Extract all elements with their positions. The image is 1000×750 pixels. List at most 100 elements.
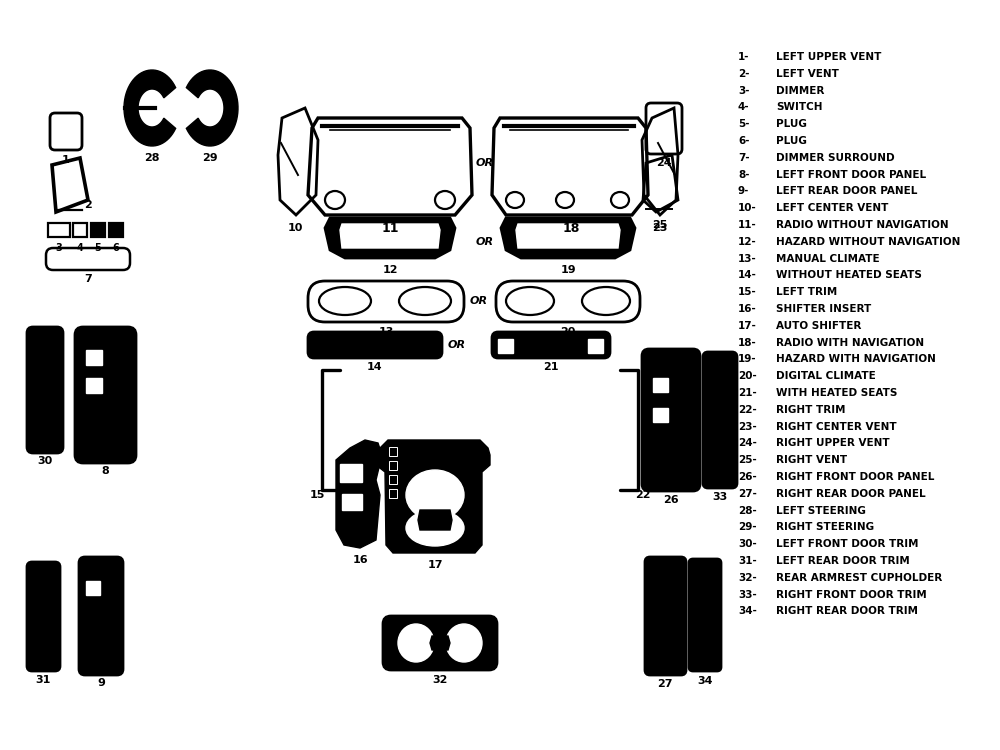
Polygon shape	[325, 218, 455, 258]
Polygon shape	[186, 70, 238, 146]
Text: OR: OR	[470, 296, 488, 306]
Text: DIGITAL CLIMATE: DIGITAL CLIMATE	[776, 371, 876, 381]
FancyBboxPatch shape	[340, 464, 362, 482]
Text: 20-: 20-	[738, 371, 757, 381]
Text: 19: 19	[560, 265, 576, 275]
Text: 2: 2	[84, 200, 92, 210]
Text: 9: 9	[97, 678, 105, 688]
Text: PLUG: PLUG	[776, 119, 807, 129]
Text: OR: OR	[476, 158, 494, 168]
Text: 25: 25	[652, 220, 668, 230]
Text: 7-: 7-	[738, 153, 750, 163]
Text: 16: 16	[352, 555, 368, 565]
Polygon shape	[516, 224, 620, 248]
Text: WITH HEATED SEATS: WITH HEATED SEATS	[776, 388, 897, 398]
FancyBboxPatch shape	[109, 223, 123, 237]
Text: 10: 10	[287, 223, 303, 233]
Text: 33-: 33-	[738, 590, 757, 599]
Polygon shape	[52, 158, 88, 212]
Text: 4-: 4-	[738, 103, 750, 112]
Text: 21: 21	[543, 362, 559, 372]
Text: 4: 4	[77, 243, 83, 253]
Polygon shape	[124, 70, 176, 146]
Text: HAZARD WITH NAVIGATION: HAZARD WITH NAVIGATION	[776, 355, 936, 364]
Text: RADIO WITH NAVIGATION: RADIO WITH NAVIGATION	[776, 338, 924, 347]
Text: 11-: 11-	[738, 220, 757, 230]
Text: HAZARD WITHOUT NAVIGATION: HAZARD WITHOUT NAVIGATION	[776, 237, 960, 247]
Text: 22-: 22-	[738, 405, 757, 415]
Ellipse shape	[398, 624, 434, 662]
FancyBboxPatch shape	[389, 461, 397, 470]
Text: LEFT UPPER VENT: LEFT UPPER VENT	[776, 52, 881, 62]
Text: 19-: 19-	[738, 355, 757, 364]
Text: 8-: 8-	[738, 170, 750, 179]
Text: DIMMER SURROUND: DIMMER SURROUND	[776, 153, 895, 163]
Text: OR: OR	[476, 237, 494, 247]
Polygon shape	[418, 510, 452, 530]
FancyBboxPatch shape	[79, 557, 123, 675]
Text: 6-: 6-	[738, 136, 750, 146]
FancyBboxPatch shape	[498, 339, 513, 353]
Text: 28: 28	[144, 153, 160, 163]
Text: AUTO SHIFTER: AUTO SHIFTER	[776, 321, 861, 331]
Text: SHIFTER INSERT: SHIFTER INSERT	[776, 304, 871, 314]
Text: 3-: 3-	[738, 86, 750, 95]
FancyBboxPatch shape	[653, 378, 668, 392]
Polygon shape	[340, 224, 440, 248]
Text: 10-: 10-	[738, 203, 757, 213]
Text: 32-: 32-	[738, 573, 757, 583]
FancyBboxPatch shape	[91, 223, 105, 237]
Text: 34-: 34-	[738, 607, 757, 616]
Text: 27-: 27-	[738, 489, 757, 499]
Text: 30-: 30-	[738, 539, 757, 549]
Text: 23: 23	[652, 223, 668, 233]
FancyBboxPatch shape	[645, 557, 686, 675]
Text: LEFT TRIM: LEFT TRIM	[776, 287, 837, 297]
Text: 17-: 17-	[738, 321, 757, 331]
Text: 26-: 26-	[738, 472, 757, 482]
Text: DIMMER: DIMMER	[776, 86, 824, 95]
Text: 23-: 23-	[738, 422, 757, 431]
Text: 15: 15	[309, 490, 325, 500]
Text: 26: 26	[663, 495, 679, 505]
Text: 1: 1	[62, 155, 70, 165]
Text: RIGHT TRIM: RIGHT TRIM	[776, 405, 846, 415]
Text: 17: 17	[427, 560, 443, 570]
Text: 32: 32	[432, 675, 448, 685]
Polygon shape	[376, 440, 490, 553]
Text: 24-: 24-	[738, 439, 757, 448]
Text: LEFT CENTER VENT: LEFT CENTER VENT	[776, 203, 888, 213]
Polygon shape	[430, 636, 450, 650]
Text: 14: 14	[367, 362, 383, 372]
Text: 22: 22	[635, 490, 651, 500]
Text: RIGHT UPPER VENT: RIGHT UPPER VENT	[776, 439, 890, 448]
FancyBboxPatch shape	[588, 339, 603, 353]
Text: 24: 24	[656, 158, 672, 168]
Text: 18: 18	[562, 222, 580, 235]
Text: 13: 13	[378, 327, 394, 337]
Text: 21-: 21-	[738, 388, 757, 398]
Text: 31-: 31-	[738, 556, 757, 566]
Text: 6: 6	[113, 243, 119, 253]
Text: 28-: 28-	[738, 506, 757, 515]
Text: 29-: 29-	[738, 523, 757, 532]
Text: 34: 34	[697, 676, 713, 686]
FancyBboxPatch shape	[389, 447, 397, 456]
Text: 27: 27	[657, 679, 673, 689]
Text: OR: OR	[448, 340, 466, 350]
Text: 20: 20	[560, 327, 576, 337]
Text: 2-: 2-	[738, 69, 750, 79]
Text: 3: 3	[56, 243, 62, 253]
Text: RIGHT CENTER VENT: RIGHT CENTER VENT	[776, 422, 897, 431]
Text: 11: 11	[381, 222, 399, 235]
Text: 12: 12	[382, 265, 398, 275]
Text: 9-: 9-	[738, 187, 749, 196]
Text: 8: 8	[101, 466, 109, 476]
Text: RIGHT FRONT DOOR TRIM: RIGHT FRONT DOOR TRIM	[776, 590, 927, 599]
Text: RIGHT VENT: RIGHT VENT	[776, 455, 847, 465]
Polygon shape	[336, 440, 382, 548]
Text: LEFT FRONT DOOR TRIM: LEFT FRONT DOOR TRIM	[776, 539, 918, 549]
FancyBboxPatch shape	[492, 332, 610, 358]
Text: 29: 29	[202, 153, 218, 163]
Text: MANUAL CLIMATE: MANUAL CLIMATE	[776, 254, 880, 263]
